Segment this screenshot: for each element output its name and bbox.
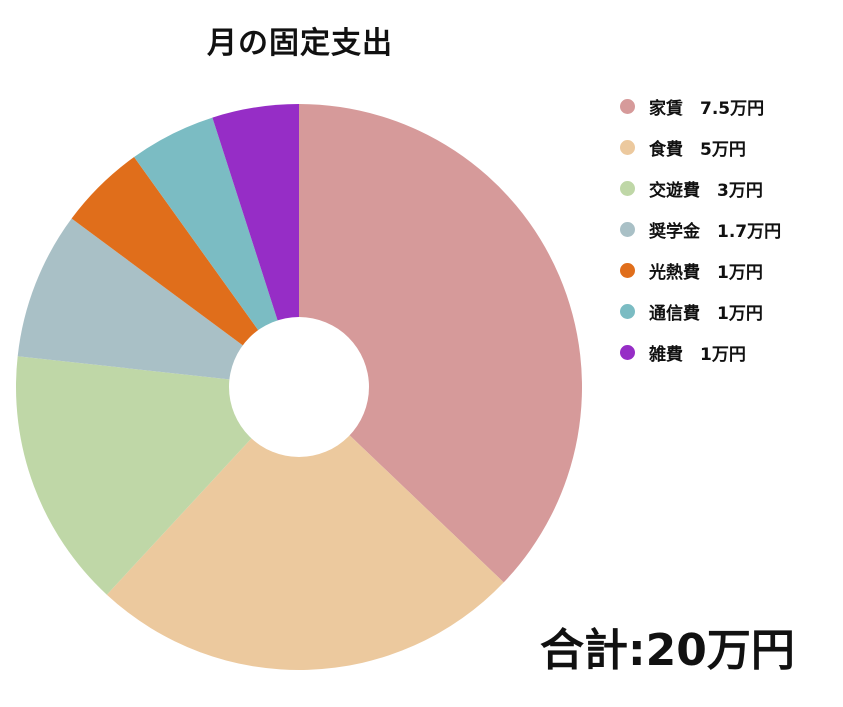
pie-slice-5 (71, 157, 299, 387)
pie-slice-2 (106, 387, 504, 670)
legend: 家賃 7.5万円 食費 5万円 交遊費 3万円 奨学金 1.7万円 光熱費 1万円 通信費… (620, 86, 781, 373)
legend-item: 交遊費 3万円 (620, 168, 781, 209)
legend-label: 奨学金 1.7万円 (649, 222, 782, 242)
donut-hole (229, 317, 369, 457)
legend-label: 家賃 7.5万円 (649, 99, 765, 119)
chart-title: 月の固定支出 (207, 26, 393, 61)
pie-slice-4 (17, 218, 300, 387)
legend-item: 食費 5万円 (620, 127, 781, 168)
legend-item: 通信費 1万円 (620, 291, 781, 332)
legend-label: 光熱費 1万円 (649, 263, 763, 283)
legend-item: 奨学金 1.7万円 (620, 209, 781, 250)
pie-slice-3 (16, 356, 300, 595)
legend-swatch (620, 263, 635, 278)
legend-label: 食費 5万円 (649, 140, 746, 160)
legend-swatch (620, 222, 635, 237)
legend-label: 通信費 1万円 (649, 304, 763, 324)
pie-slice-6 (134, 117, 299, 387)
legend-swatch (620, 99, 635, 114)
legend-swatch (620, 181, 635, 196)
legend-swatch (620, 140, 635, 155)
pie-slice-7 (212, 104, 299, 387)
pie-chart (16, 104, 582, 670)
total-label: 合計:20万円 (540, 625, 795, 676)
legend-item: 雑費 1万円 (620, 332, 781, 373)
legend-item: 家賃 7.5万円 (620, 86, 781, 127)
legend-swatch (620, 345, 635, 360)
legend-swatch (620, 304, 635, 319)
legend-label: 交遊費 3万円 (649, 181, 763, 201)
legend-item: 光熱費 1万円 (620, 250, 781, 291)
legend-label: 雑費 1万円 (649, 345, 746, 365)
pie-slice-1 (299, 104, 582, 583)
